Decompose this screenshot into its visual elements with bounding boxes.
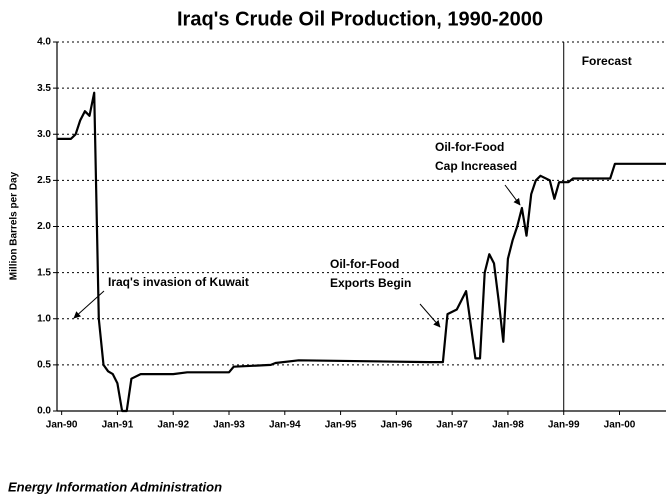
annotation: Exports Begin bbox=[330, 276, 411, 290]
y-tick-label: 2.5 bbox=[37, 175, 51, 186]
y-tick-label: 1.5 bbox=[37, 267, 51, 278]
y-axis-label: Million Barrels per Day bbox=[9, 171, 20, 280]
x-tick-label: Jan-91 bbox=[102, 420, 134, 431]
x-tick-label: Jan-98 bbox=[492, 420, 524, 431]
annotation: Oil-for-Food bbox=[330, 257, 399, 271]
annotation: Cap Increased bbox=[435, 159, 517, 173]
annotation-arrow bbox=[73, 290, 105, 319]
data-line bbox=[57, 91, 666, 413]
y-tick-label: 3.0 bbox=[37, 129, 51, 140]
x-tick-label: Jan-93 bbox=[213, 420, 245, 431]
y-tick-label: 2.0 bbox=[37, 221, 51, 232]
footer: Energy Information Administration bbox=[8, 479, 222, 494]
x-tick-label: Jan-94 bbox=[269, 420, 301, 431]
chart-title: Iraq's Crude Oil Production, 1990-2000 bbox=[177, 8, 543, 30]
y-tick-label: 0.0 bbox=[37, 406, 51, 417]
y-tick-label: 3.5 bbox=[37, 83, 51, 94]
y-tick-label: 1.0 bbox=[37, 313, 51, 324]
x-tick-label: Jan-99 bbox=[548, 420, 580, 431]
forecast-label: Forecast bbox=[582, 54, 632, 68]
x-tick-label: Jan-95 bbox=[325, 420, 357, 431]
annotation-arrow bbox=[504, 184, 521, 206]
x-tick-label: Jan-92 bbox=[157, 420, 189, 431]
annotation: Iraq's invasion of Kuwait bbox=[108, 275, 249, 289]
x-tick-label: Jan-00 bbox=[604, 420, 636, 431]
y-tick-label: 4.0 bbox=[37, 37, 51, 48]
x-tick-label: Jan-97 bbox=[436, 420, 468, 431]
annotation: Oil-for-Food bbox=[435, 140, 504, 154]
x-tick-label: Jan-96 bbox=[381, 420, 413, 431]
y-tick-label: 0.5 bbox=[37, 360, 51, 371]
annotation-arrow bbox=[419, 303, 441, 328]
x-tick-label: Jan-90 bbox=[46, 420, 78, 431]
